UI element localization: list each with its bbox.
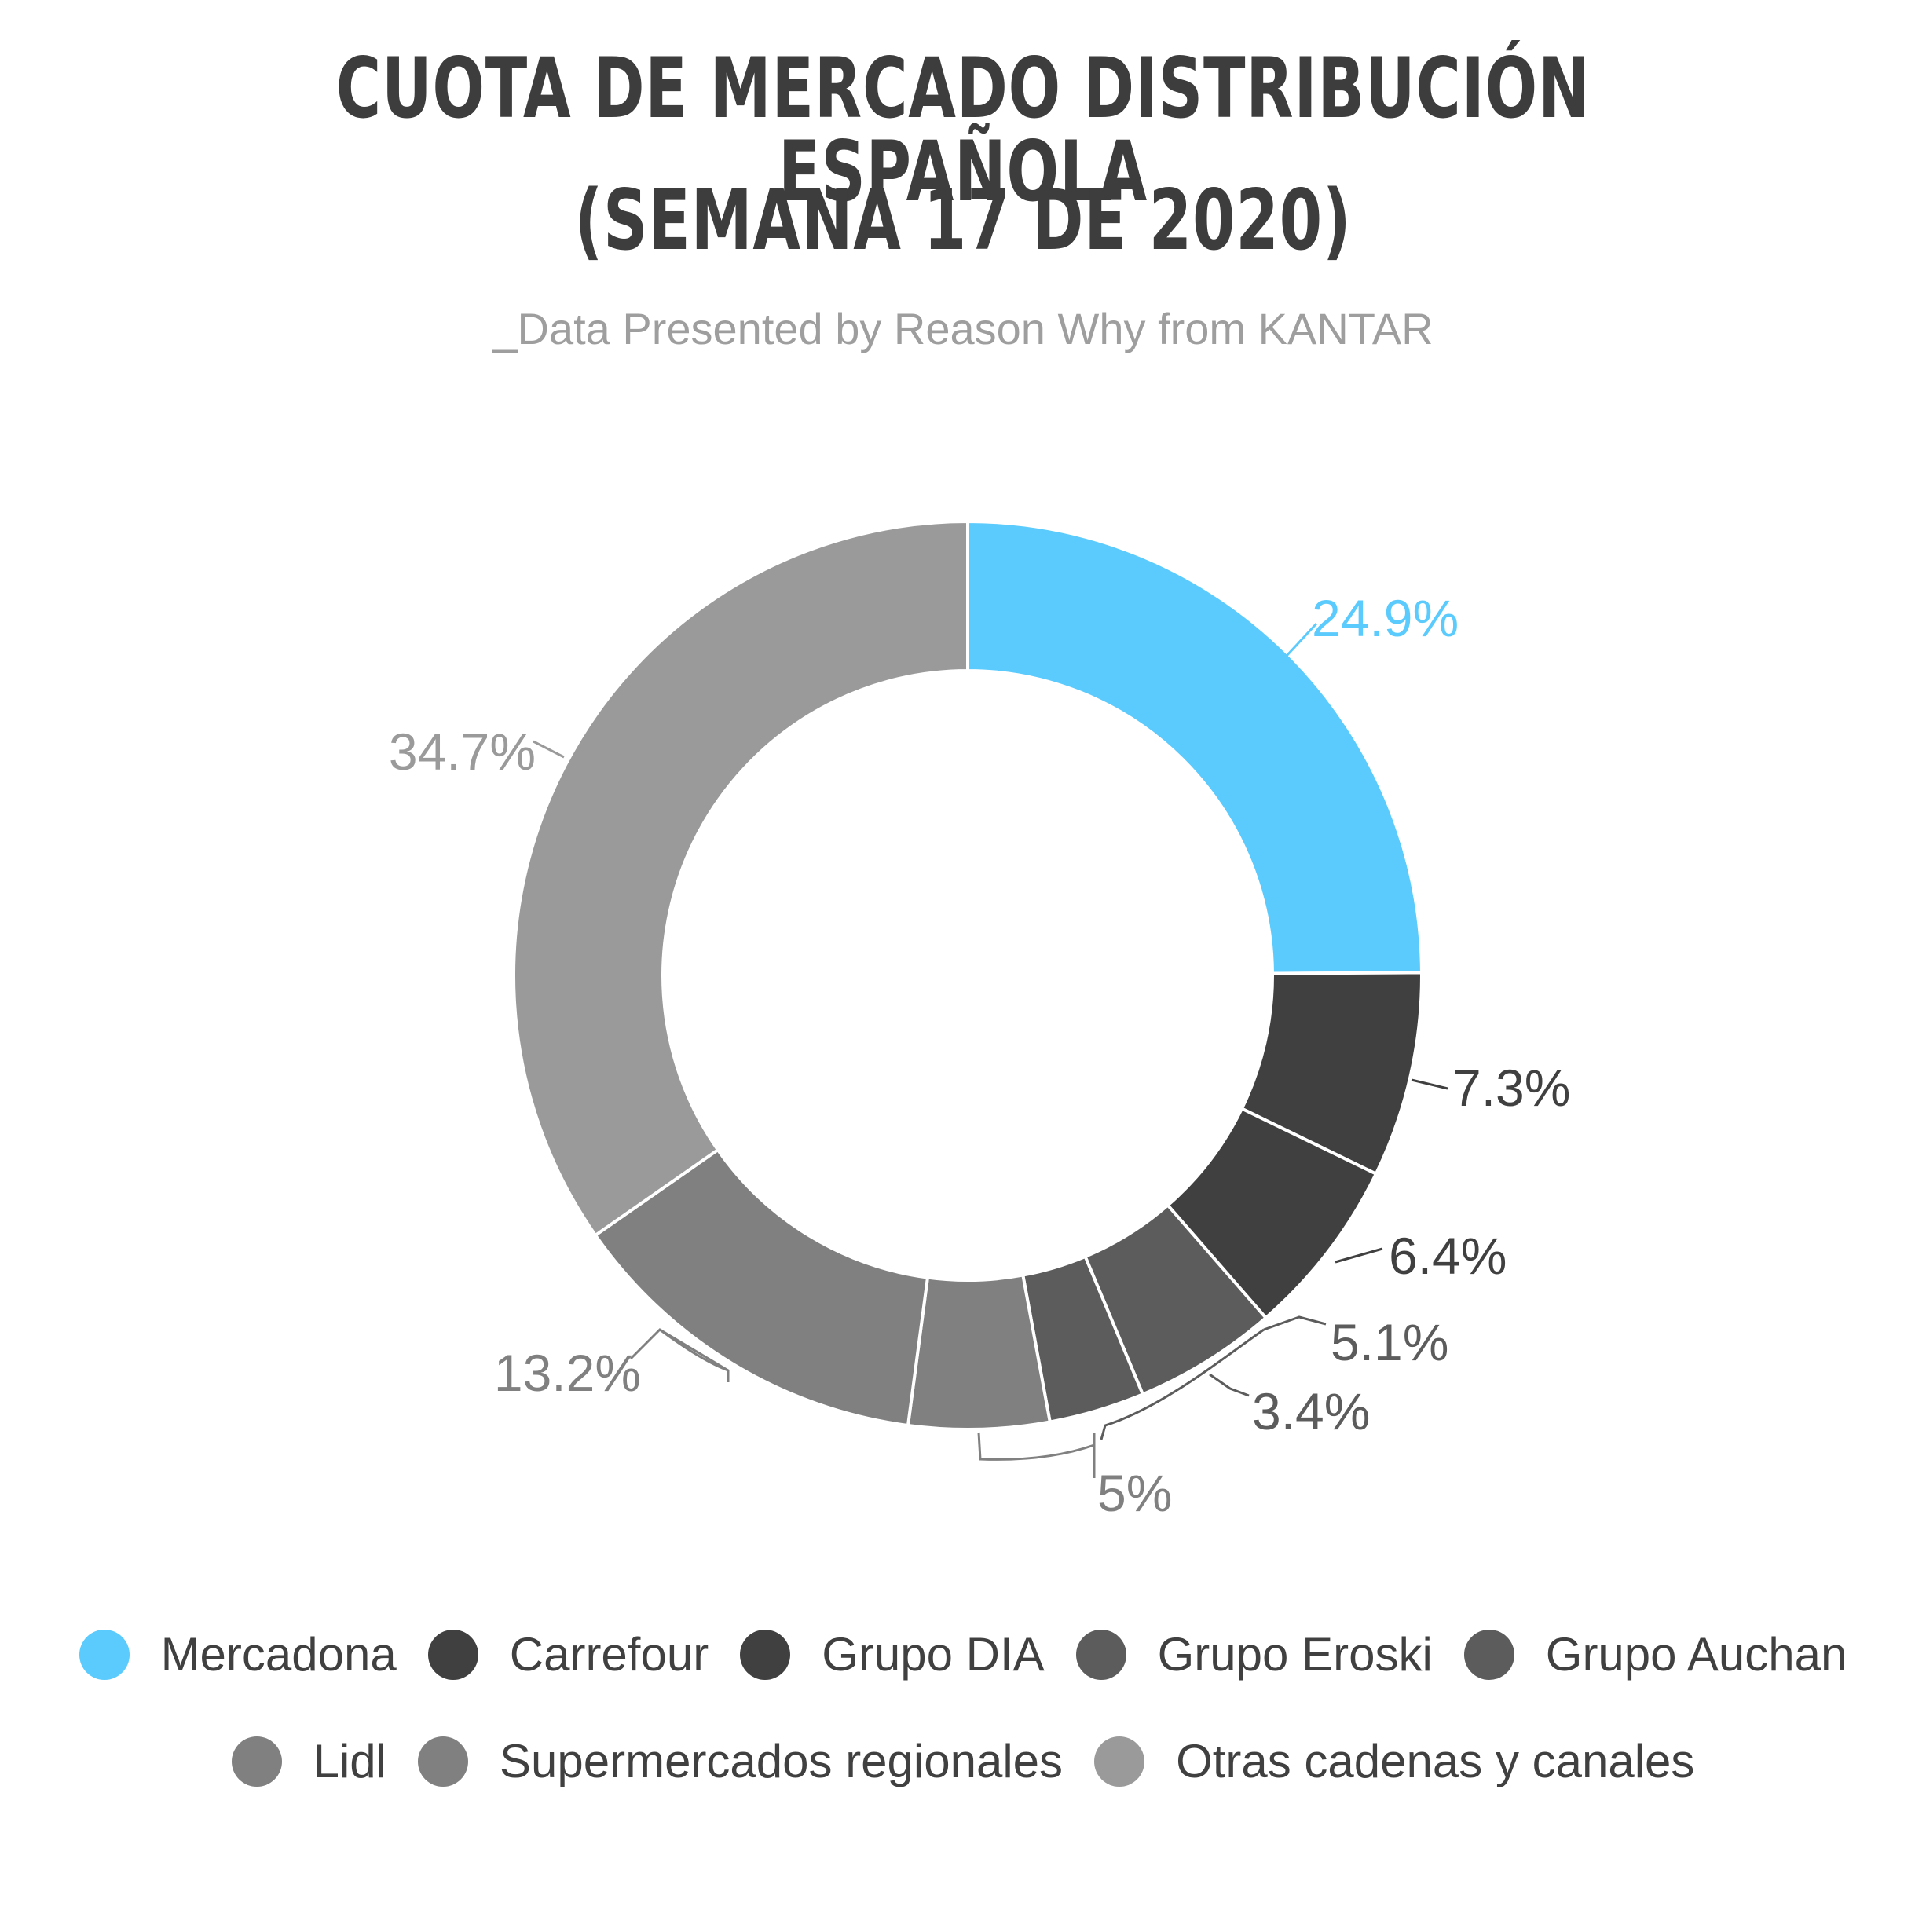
data-label-supermercados-regionales: 13.2% — [494, 1344, 641, 1402]
legend-swatch — [79, 1629, 130, 1680]
chart-subtitle: _Data Presented by Reason Why from KANTA… — [492, 304, 1434, 353]
slice-lidl[interactable] — [906, 1273, 1053, 1431]
legend-item-mercadona[interactable]: Mercadona — [79, 1627, 397, 1681]
legend-label: Carrefour — [509, 1628, 709, 1681]
legend-item-supermercados-regionales[interactable]: Supermercados regionales — [417, 1734, 1064, 1788]
legend-swatch — [417, 1736, 468, 1787]
data-label-mercadona: 24.9% — [1312, 589, 1459, 647]
data-label-grupo-auchan: 3.4% — [1252, 1382, 1370, 1440]
legend-row-2: Lidl Supermercados regionales Otras cadena… — [0, 1734, 1926, 1788]
legend-swatch — [427, 1629, 478, 1680]
leader-line-supermercados-regionales — [629, 1328, 729, 1372]
leader-line-grupo-dia — [1335, 1247, 1383, 1264]
data-label-otras-cadenas-y-canales: 34.7% — [389, 723, 536, 781]
legend-item-grupo-eroski[interactable]: Grupo Eroski — [1075, 1627, 1433, 1681]
leader-line-mercadona — [1285, 622, 1318, 657]
slice-mercadona[interactable] — [966, 519, 1424, 975]
legend-item-grupo-auchan[interactable]: Grupo Auchan — [1463, 1627, 1847, 1681]
legend-label: Supermercados regionales — [499, 1735, 1064, 1787]
slice-labels: 24.9% 7.3% 6.4% 5.1% 3.4% 5% 13.2% 34.7% — [389, 589, 1571, 1522]
legend-swatch — [1094, 1736, 1145, 1787]
legend-item-carrefour[interactable]: Carrefour — [427, 1627, 709, 1681]
leader-line-carrefour — [1411, 1078, 1448, 1090]
legend-swatch — [1075, 1629, 1126, 1680]
legend-item-lidl[interactable]: Lidl — [231, 1734, 386, 1788]
donut-slices — [512, 519, 1424, 1431]
legend-swatch — [231, 1736, 282, 1787]
data-label-grupo-eroski: 5.1% — [1331, 1313, 1448, 1371]
slice-otras-cadenas-y-canales[interactable] — [512, 519, 969, 1238]
legend-label: Grupo Eroski — [1157, 1628, 1433, 1681]
legend-label: Lidl — [313, 1735, 386, 1787]
legend-row-1: Mercadona Carrefour Grupo DIA Grupo Eroski G… — [0, 1627, 1926, 1681]
group-bracket-2 — [977, 1432, 1096, 1461]
group-bracket-1 — [1100, 1328, 1265, 1440]
leader-line-otras-cadenas-y-canales — [533, 740, 565, 759]
chart-title-line-2: (SEMANA 17 DE 2020) — [574, 172, 1352, 269]
leader-line-grupo-eroski — [1263, 1315, 1327, 1331]
legend-swatch — [740, 1629, 791, 1680]
legend-swatch — [1463, 1629, 1514, 1680]
data-label-grupo-dia: 6.4% — [1389, 1227, 1507, 1285]
legend-label: Otras cadenas y canales — [1176, 1735, 1695, 1787]
data-label-lidl: 5% — [1097, 1464, 1172, 1522]
legend-item-grupo-dia[interactable]: Grupo DIA — [740, 1627, 1045, 1681]
chart-title-line-1: CUOTA DE MERCADO DISTRIBUCIÓN ESPAÑOLA — [335, 40, 1591, 220]
leader-line-grupo-auchan — [1209, 1373, 1250, 1397]
legend-item-otras-cadenas-y-canales[interactable]: Otras cadenas y canales — [1094, 1734, 1694, 1788]
legend-label: Grupo DIA — [822, 1628, 1045, 1681]
legend-label: Grupo Auchan — [1545, 1628, 1847, 1681]
data-label-carrefour: 7.3% — [1452, 1059, 1570, 1117]
legend-label: Mercadona — [160, 1628, 397, 1681]
